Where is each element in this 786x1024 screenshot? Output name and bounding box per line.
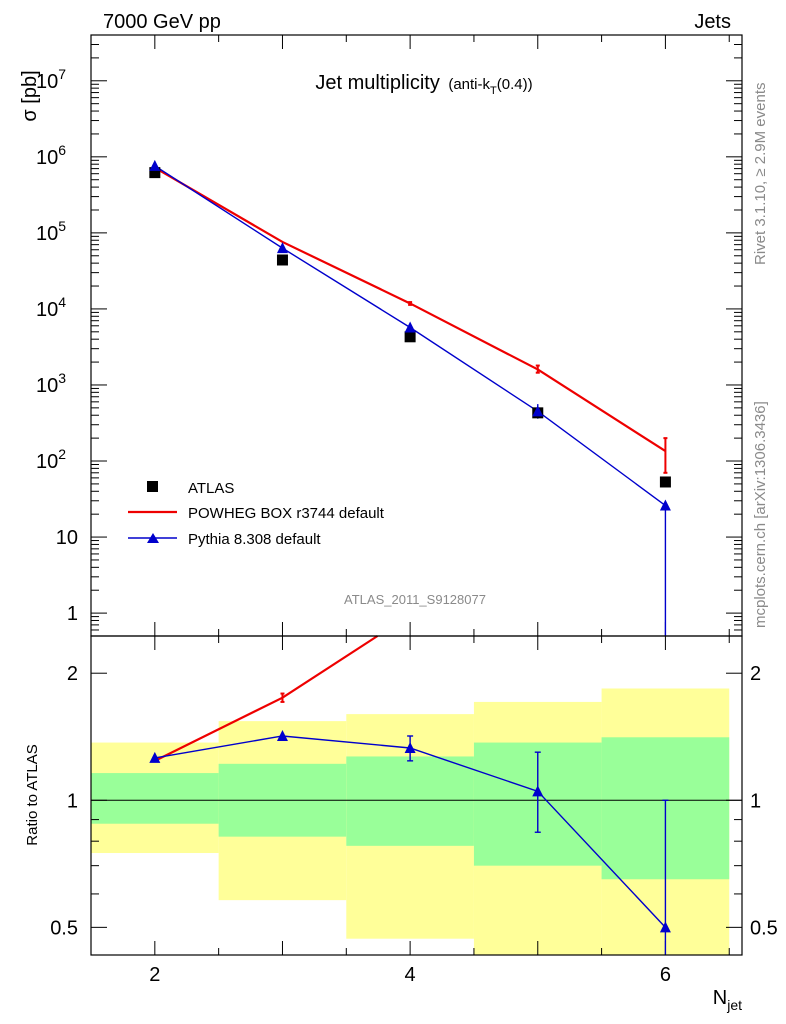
pythia-data-point xyxy=(276,242,288,254)
main-y-axis-label: σ [pb] xyxy=(19,70,41,121)
legend-pythia-label: Pythia 8.308 default xyxy=(188,531,321,548)
x-tick-label: 6 xyxy=(660,964,671,986)
main-y-tick-label: 102 xyxy=(36,446,66,473)
main-y-tick-label: 105 xyxy=(36,218,66,245)
ratio-uncertainty-bands xyxy=(91,688,730,955)
pythia-ratio-point xyxy=(659,921,671,933)
ratio-y-tick-label-right: 1 xyxy=(750,790,761,812)
main-y-tick-label: 1 xyxy=(67,603,78,625)
main-y-tick-label: 106 xyxy=(36,142,66,169)
atlas-data-point xyxy=(276,254,288,266)
pythia-data-point xyxy=(149,159,161,171)
ratio-frame xyxy=(90,635,743,956)
ratio-y-tick-label: 2 xyxy=(67,663,78,685)
legend-atlas-marker xyxy=(147,481,158,492)
beam-label: 7000 GeV pp xyxy=(103,11,221,33)
category-label: Jets xyxy=(694,11,731,33)
ratio-plot-area: 2 4 6 0.5 0.5 1 1 2 2 xyxy=(50,635,778,986)
rivet-version-label: Rivet 3.1.10, ≥ 2.9M events xyxy=(752,83,769,266)
main-plot-area: 1 10 102 103 104 105 106 107 xyxy=(36,34,742,637)
pythia-data-point xyxy=(659,499,671,511)
legend: ATLAS POWHEG BOX r3744 default Pythia 8.… xyxy=(128,480,385,548)
atlas-data-point xyxy=(149,167,161,179)
main-y-tick-label: 107 xyxy=(36,66,66,93)
atlas-data-point xyxy=(404,331,416,343)
pythia-ratio-point xyxy=(532,785,544,797)
x-tick-label: 2 xyxy=(149,964,160,986)
legend-atlas-label: ATLAS xyxy=(188,480,234,497)
pythia-ratio-point xyxy=(404,741,416,753)
ratio-y-tick-label: 1 xyxy=(67,790,78,812)
x-tick-label: 4 xyxy=(405,964,416,986)
main-y-tick-label: 104 xyxy=(36,294,66,321)
mcplots-source-label: mcplots.cern.ch [arXiv:1306.3436] xyxy=(752,401,769,628)
x-axis-label: Njet xyxy=(713,987,742,1013)
pythia-ratio-point xyxy=(149,751,161,763)
ratio-band-green xyxy=(346,756,474,846)
atlas-data-point xyxy=(659,476,671,488)
pythia-data-point xyxy=(404,321,416,333)
ratio-band-green xyxy=(91,773,219,824)
pythia-data-point xyxy=(532,405,544,417)
ratio-y-tick-label: 0.5 xyxy=(50,917,78,939)
main-y-tick-label: 10 xyxy=(56,527,78,549)
legend-pythia-marker xyxy=(147,533,159,543)
analysis-id-label: ATLAS_2011_S9128077 xyxy=(344,592,486,607)
ratio-y-tick-label-right: 0.5 xyxy=(750,917,778,939)
main-title: Jet multiplicity (anti-kT(0.4)) xyxy=(315,72,532,97)
main-y-tick-label: 103 xyxy=(36,370,66,397)
pythia-ratio-point xyxy=(276,729,288,741)
powheg-line xyxy=(154,166,667,453)
ratio-y-axis-label: Ratio to ATLAS xyxy=(24,744,41,845)
legend-powheg-label: POWHEG BOX r3744 default xyxy=(188,505,385,522)
ratio-y-tick-label-right: 2 xyxy=(750,663,761,685)
